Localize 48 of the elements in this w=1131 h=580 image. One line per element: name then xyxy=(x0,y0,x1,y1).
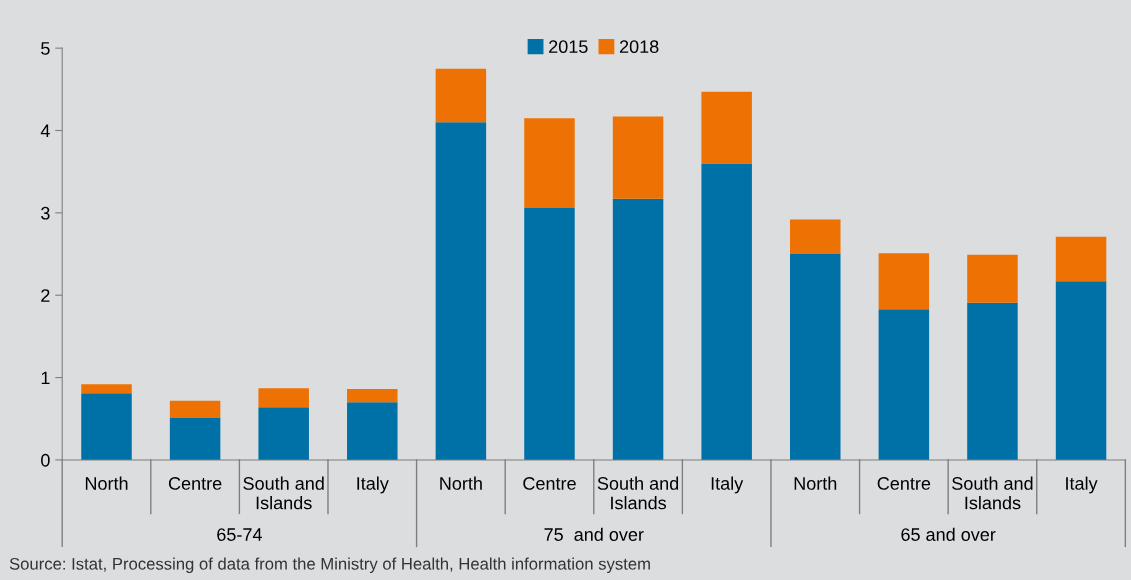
bar xyxy=(258,407,309,460)
bar xyxy=(790,219,841,255)
source-note: Source: Istat, Processing of data from the Ministry of Health, Health information system xyxy=(9,557,650,574)
x-tick-label: Centre xyxy=(523,477,576,490)
x-tick-label: Italy xyxy=(357,476,389,494)
text: 65 and over xyxy=(901,527,996,541)
bar xyxy=(967,302,1018,460)
x-tick-label: North xyxy=(440,476,482,490)
bar xyxy=(612,116,664,199)
x-tick-label: North xyxy=(794,476,837,490)
bar xyxy=(258,388,309,408)
x-tick-label: Italy xyxy=(711,476,744,494)
bar xyxy=(81,393,132,460)
bar xyxy=(790,254,841,460)
legend-label: 2018 xyxy=(619,40,659,54)
bar xyxy=(701,91,752,164)
bar xyxy=(1055,281,1107,460)
x-tick-label: South and Islands xyxy=(952,476,1033,510)
legend-label: 2015 xyxy=(549,40,588,54)
bar xyxy=(169,417,221,460)
bar xyxy=(701,163,752,460)
bar xyxy=(967,254,1018,303)
text: 75 and over xyxy=(544,527,644,541)
y-tick-label: 5 xyxy=(41,42,50,55)
bar xyxy=(1055,236,1107,282)
bar xyxy=(524,207,575,460)
x-tick-label: South and Islands xyxy=(597,476,679,510)
bar xyxy=(435,68,487,123)
y-tick-label: 3 xyxy=(41,206,50,220)
x-tick-label: South and Islands xyxy=(243,476,324,510)
bar xyxy=(81,384,132,394)
y-tick-label: 1 xyxy=(41,371,50,385)
y-tick-label: 2 xyxy=(41,289,50,302)
bar xyxy=(435,122,487,460)
y-tick-label: 4 xyxy=(40,124,50,138)
x-tick-label: Centre xyxy=(877,477,931,490)
bar xyxy=(347,389,398,403)
bar xyxy=(878,253,930,310)
x-tick-label: Centre xyxy=(168,477,222,490)
bar xyxy=(878,309,930,460)
y-tick-label: 0 xyxy=(41,453,50,467)
bar xyxy=(524,118,575,208)
bar xyxy=(612,198,664,460)
x-tick-label: North xyxy=(85,476,128,490)
bar xyxy=(347,402,398,460)
x-tick-label: Italy xyxy=(1066,476,1098,494)
text: 65-74 xyxy=(217,528,262,541)
bar xyxy=(169,400,221,418)
